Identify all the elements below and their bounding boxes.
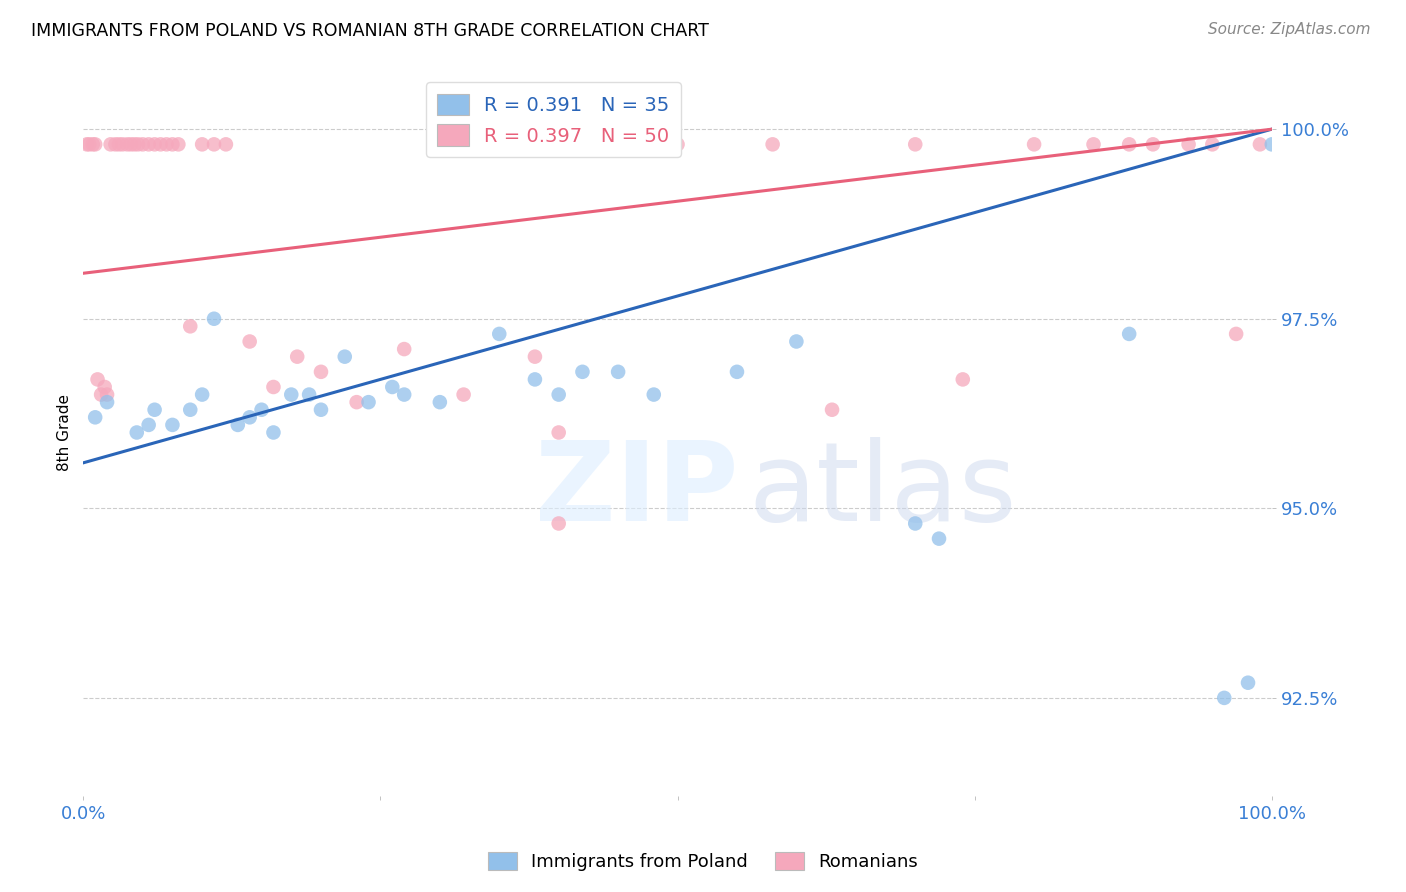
Point xyxy=(191,137,214,152)
Point xyxy=(111,137,134,152)
Point xyxy=(127,137,149,152)
Point xyxy=(155,137,177,152)
Point xyxy=(77,137,100,152)
Point xyxy=(357,395,380,409)
Point xyxy=(1261,137,1284,152)
Point xyxy=(1237,675,1260,690)
Point xyxy=(762,137,785,152)
Point xyxy=(1225,326,1247,341)
Point xyxy=(333,350,356,364)
Point xyxy=(298,387,321,401)
Point xyxy=(571,365,593,379)
Point xyxy=(309,402,332,417)
Point xyxy=(120,137,142,152)
Point xyxy=(1249,137,1271,152)
Point xyxy=(381,380,404,394)
Point xyxy=(82,137,104,152)
Point xyxy=(117,137,139,152)
Text: ZIP: ZIP xyxy=(534,437,738,544)
Point xyxy=(86,372,108,386)
Point xyxy=(96,395,118,409)
Legend: Immigrants from Poland, Romanians: Immigrants from Poland, Romanians xyxy=(481,846,925,879)
Y-axis label: 8th Grade: 8th Grade xyxy=(58,394,72,471)
Point xyxy=(167,137,190,152)
Point xyxy=(162,137,184,152)
Point xyxy=(143,402,166,417)
Point xyxy=(179,319,201,334)
Point xyxy=(93,380,115,394)
Text: IMMIGRANTS FROM POLAND VS ROMANIAN 8TH GRADE CORRELATION CHART: IMMIGRANTS FROM POLAND VS ROMANIAN 8TH G… xyxy=(31,22,709,40)
Point xyxy=(904,516,927,531)
Point xyxy=(547,425,569,440)
Point xyxy=(1213,690,1236,705)
Point xyxy=(1177,137,1199,152)
Point xyxy=(202,311,225,326)
Point xyxy=(239,334,262,349)
Point xyxy=(547,387,569,401)
Point xyxy=(429,395,451,409)
Point xyxy=(285,350,308,364)
Point xyxy=(280,387,302,401)
Point xyxy=(132,137,155,152)
Point xyxy=(108,137,131,152)
Point xyxy=(928,532,950,546)
Point xyxy=(523,372,546,386)
Point xyxy=(124,137,146,152)
Text: Source: ZipAtlas.com: Source: ZipAtlas.com xyxy=(1208,22,1371,37)
Point xyxy=(143,137,166,152)
Point xyxy=(96,387,118,401)
Point xyxy=(821,402,844,417)
Point xyxy=(202,137,225,152)
Point xyxy=(1022,137,1045,152)
Point xyxy=(239,410,262,425)
Point xyxy=(76,137,98,152)
Point xyxy=(100,137,122,152)
Point xyxy=(1142,137,1164,152)
Point xyxy=(346,395,368,409)
Point xyxy=(607,365,630,379)
Point xyxy=(643,387,665,401)
Point xyxy=(162,417,184,432)
Point xyxy=(179,402,201,417)
Point xyxy=(215,137,238,152)
Point xyxy=(84,410,107,425)
Point xyxy=(666,137,689,152)
Point xyxy=(138,417,160,432)
Point xyxy=(262,380,284,394)
Text: atlas: atlas xyxy=(749,437,1018,544)
Point xyxy=(138,137,160,152)
Point xyxy=(785,334,807,349)
Point xyxy=(84,137,107,152)
Point xyxy=(523,350,546,364)
Point xyxy=(1118,137,1140,152)
Point xyxy=(125,425,148,440)
Point xyxy=(250,402,273,417)
Point xyxy=(725,365,748,379)
Point xyxy=(488,326,510,341)
Point xyxy=(1118,326,1140,341)
Point xyxy=(904,137,927,152)
Point xyxy=(1201,137,1223,152)
Point xyxy=(547,516,569,531)
Point xyxy=(90,387,112,401)
Point xyxy=(149,137,172,152)
Point xyxy=(262,425,284,440)
Point xyxy=(392,387,415,401)
Point xyxy=(453,387,475,401)
Point xyxy=(392,342,415,356)
Point xyxy=(226,417,249,432)
Point xyxy=(309,365,332,379)
Point xyxy=(104,137,127,152)
Point xyxy=(191,387,214,401)
Point xyxy=(1083,137,1105,152)
Point xyxy=(952,372,974,386)
Legend: R = 0.391   N = 35, R = 0.397   N = 50: R = 0.391 N = 35, R = 0.397 N = 50 xyxy=(426,82,681,157)
